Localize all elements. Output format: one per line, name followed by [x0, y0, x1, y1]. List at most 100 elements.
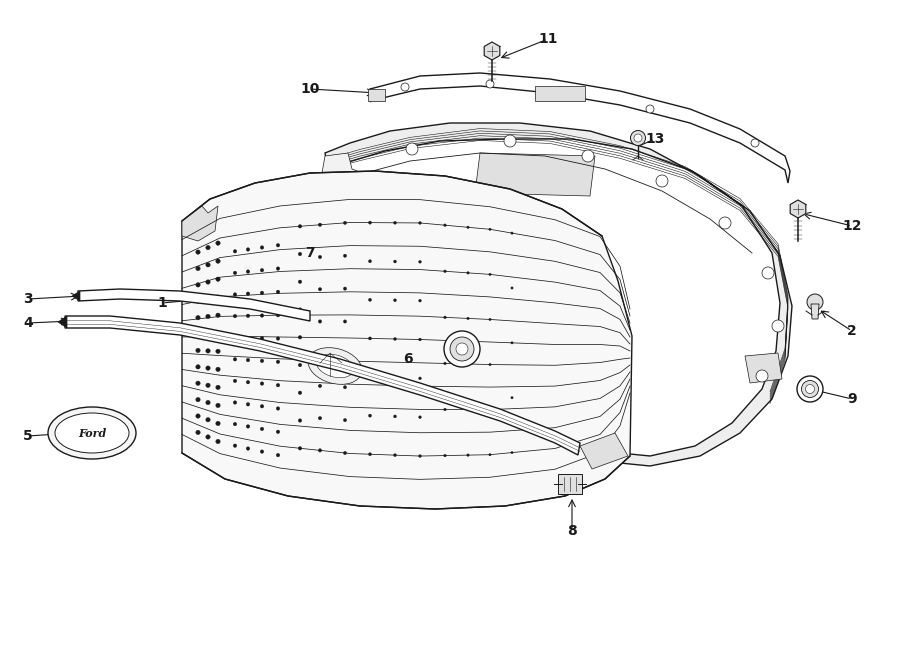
Circle shape [393, 376, 397, 379]
Text: 11: 11 [538, 32, 558, 46]
Circle shape [206, 401, 211, 405]
Circle shape [802, 381, 818, 397]
Circle shape [467, 317, 469, 320]
Polygon shape [78, 289, 310, 321]
Ellipse shape [55, 413, 129, 453]
Circle shape [260, 427, 264, 431]
Circle shape [276, 407, 280, 410]
Circle shape [393, 299, 397, 302]
Polygon shape [745, 353, 782, 383]
Polygon shape [65, 316, 580, 455]
Circle shape [343, 451, 346, 455]
Circle shape [298, 418, 302, 422]
Circle shape [511, 451, 513, 454]
Circle shape [319, 288, 321, 291]
Circle shape [418, 455, 421, 457]
Circle shape [260, 450, 264, 453]
Circle shape [196, 283, 200, 287]
Circle shape [343, 221, 346, 225]
Circle shape [260, 268, 264, 272]
Circle shape [276, 267, 280, 270]
Circle shape [393, 221, 397, 224]
Circle shape [444, 316, 446, 319]
Text: 9: 9 [847, 392, 857, 406]
Circle shape [206, 314, 211, 319]
Text: 4: 4 [23, 316, 33, 330]
Circle shape [233, 271, 237, 275]
Circle shape [418, 377, 421, 380]
Circle shape [467, 408, 469, 411]
Circle shape [343, 385, 346, 389]
Circle shape [489, 453, 491, 456]
Polygon shape [484, 42, 500, 60]
Ellipse shape [308, 348, 362, 384]
Circle shape [206, 331, 211, 336]
Circle shape [216, 295, 220, 299]
Circle shape [393, 453, 397, 457]
Circle shape [233, 314, 237, 318]
Circle shape [298, 391, 302, 395]
Circle shape [260, 291, 264, 295]
Text: 7: 7 [305, 246, 315, 260]
Circle shape [343, 320, 346, 323]
Circle shape [444, 454, 446, 457]
Circle shape [196, 348, 200, 353]
Circle shape [646, 105, 654, 113]
Circle shape [450, 337, 474, 361]
Polygon shape [182, 171, 632, 509]
Circle shape [368, 337, 372, 340]
Circle shape [233, 401, 237, 405]
Circle shape [196, 299, 200, 303]
Circle shape [576, 89, 584, 97]
Circle shape [298, 253, 302, 256]
Circle shape [298, 225, 302, 228]
Circle shape [216, 421, 220, 426]
Circle shape [206, 435, 211, 439]
Text: Ford: Ford [78, 428, 106, 438]
Circle shape [319, 255, 321, 258]
Circle shape [216, 331, 220, 336]
Circle shape [216, 277, 220, 282]
Circle shape [418, 260, 421, 263]
Circle shape [276, 290, 280, 293]
Circle shape [260, 359, 264, 363]
Text: 6: 6 [403, 352, 413, 366]
Circle shape [233, 358, 237, 361]
Circle shape [260, 336, 264, 340]
Circle shape [418, 338, 421, 341]
Circle shape [196, 430, 200, 435]
Circle shape [276, 360, 280, 364]
Circle shape [456, 343, 468, 355]
Circle shape [393, 260, 397, 263]
Circle shape [511, 397, 513, 399]
Circle shape [467, 454, 469, 456]
Circle shape [298, 336, 302, 339]
Circle shape [276, 336, 280, 340]
Circle shape [401, 83, 409, 91]
Circle shape [206, 366, 211, 370]
Polygon shape [72, 291, 80, 301]
Polygon shape [58, 316, 67, 328]
Circle shape [247, 403, 250, 406]
Circle shape [233, 422, 237, 426]
Circle shape [489, 228, 491, 231]
Circle shape [276, 313, 280, 317]
Circle shape [807, 294, 823, 310]
Circle shape [368, 221, 372, 224]
Circle shape [393, 415, 397, 418]
Circle shape [247, 336, 250, 340]
Text: 1: 1 [158, 296, 166, 310]
Circle shape [233, 293, 237, 296]
Circle shape [368, 260, 372, 263]
Circle shape [444, 408, 446, 411]
Polygon shape [535, 86, 585, 101]
Circle shape [368, 414, 372, 417]
Circle shape [319, 223, 321, 227]
Circle shape [319, 384, 321, 387]
Circle shape [511, 287, 513, 289]
Circle shape [467, 226, 469, 229]
Circle shape [772, 320, 784, 332]
Circle shape [206, 349, 211, 353]
Circle shape [233, 336, 237, 340]
Polygon shape [370, 73, 790, 183]
